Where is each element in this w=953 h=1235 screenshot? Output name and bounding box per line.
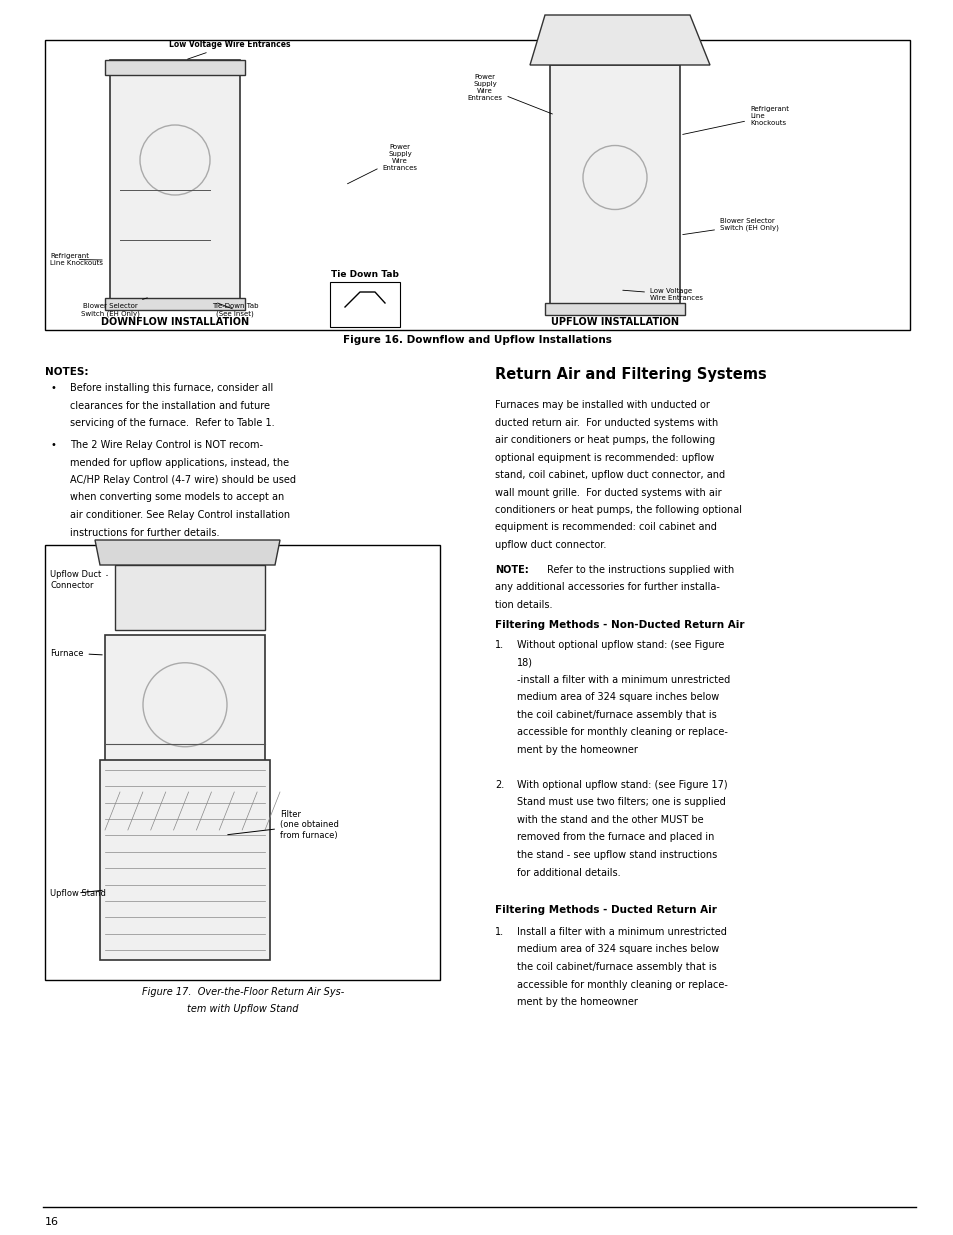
Text: Blower Selector
Switch (EH Only): Blower Selector Switch (EH Only) bbox=[80, 298, 147, 316]
Text: Refrigerant
Line Knockouts: Refrigerant Line Knockouts bbox=[50, 253, 103, 266]
Text: 2.: 2. bbox=[495, 781, 504, 790]
Text: Before installing this furnace, consider all: Before installing this furnace, consider… bbox=[70, 383, 273, 393]
Text: ment by the homeowner: ment by the homeowner bbox=[517, 745, 638, 755]
Text: 16: 16 bbox=[45, 1216, 59, 1228]
Text: Figure 17.  Over-the-Floor Return Air Sys-: Figure 17. Over-the-Floor Return Air Sys… bbox=[142, 987, 344, 997]
Text: Filtering Methods - Non-Ducted Return Air: Filtering Methods - Non-Ducted Return Ai… bbox=[495, 620, 743, 630]
Bar bbox=[105, 792, 265, 830]
Bar bbox=[45, 40, 909, 330]
Text: air conditioner. See Relay Control installation: air conditioner. See Relay Control insta… bbox=[70, 510, 290, 520]
Bar bbox=[105, 298, 245, 310]
Text: Stand must use two filters; one is supplied: Stand must use two filters; one is suppl… bbox=[517, 798, 725, 808]
Text: Blower Selector
Switch (EH Only): Blower Selector Switch (EH Only) bbox=[682, 219, 778, 235]
Text: the coil cabinet/furnace assembly that is: the coil cabinet/furnace assembly that i… bbox=[517, 710, 716, 720]
Text: equipment is recommended: coil cabinet and: equipment is recommended: coil cabinet a… bbox=[495, 522, 716, 532]
Text: DOWNFLOW INSTALLATION: DOWNFLOW INSTALLATION bbox=[101, 317, 249, 327]
Text: NOTES:: NOTES: bbox=[45, 367, 89, 377]
Text: instructions for further details.: instructions for further details. bbox=[70, 527, 219, 537]
Text: ducted return air.  For unducted systems with: ducted return air. For unducted systems … bbox=[495, 417, 718, 427]
Text: accessible for monthly cleaning or replace-: accessible for monthly cleaning or repla… bbox=[517, 979, 727, 989]
Text: for additional details.: for additional details. bbox=[517, 867, 620, 878]
Polygon shape bbox=[95, 540, 280, 564]
Text: 1.: 1. bbox=[495, 927, 503, 937]
Text: Low Voltage Wire Entrances: Low Voltage Wire Entrances bbox=[169, 40, 291, 59]
Text: Upflow Duct
Connector: Upflow Duct Connector bbox=[50, 571, 107, 589]
Text: Upflow Stand: Upflow Stand bbox=[50, 888, 106, 898]
Text: the stand - see upflow stand instructions: the stand - see upflow stand instruction… bbox=[517, 850, 717, 860]
Text: servicing of the furnace.  Refer to Table 1.: servicing of the furnace. Refer to Table… bbox=[70, 417, 274, 429]
Text: UPFLOW INSTALLATION: UPFLOW INSTALLATION bbox=[551, 317, 679, 327]
Text: Filtering Methods - Ducted Return Air: Filtering Methods - Ducted Return Air bbox=[495, 905, 716, 915]
Polygon shape bbox=[530, 15, 709, 65]
Text: Furnace: Furnace bbox=[50, 648, 102, 657]
Bar bbox=[550, 65, 679, 315]
Text: tion details.: tion details. bbox=[495, 600, 552, 610]
Text: ment by the homeowner: ment by the homeowner bbox=[517, 997, 638, 1007]
Text: any additional accessories for further installa-: any additional accessories for further i… bbox=[495, 583, 720, 593]
Text: -install a filter with a minimum unrestricted: -install a filter with a minimum unrestr… bbox=[517, 676, 729, 685]
Text: air conditioners or heat pumps, the following: air conditioners or heat pumps, the foll… bbox=[495, 435, 715, 445]
Text: conditioners or heat pumps, the following optional: conditioners or heat pumps, the followin… bbox=[495, 505, 741, 515]
Text: optional equipment is recommended: upflow: optional equipment is recommended: upflo… bbox=[495, 452, 714, 462]
Text: •: • bbox=[50, 440, 56, 450]
Text: Return Air and Filtering Systems: Return Air and Filtering Systems bbox=[495, 367, 766, 382]
Bar bbox=[544, 303, 684, 315]
Text: Power
Supply
Wire
Entrances: Power Supply Wire Entrances bbox=[347, 144, 417, 184]
Text: 1.: 1. bbox=[495, 640, 503, 650]
Bar bbox=[100, 760, 270, 960]
Text: stand, coil cabinet, upflow duct connector, and: stand, coil cabinet, upflow duct connect… bbox=[495, 471, 724, 480]
Text: mended for upflow applications, instead, the: mended for upflow applications, instead,… bbox=[70, 457, 289, 468]
Bar bbox=[330, 282, 399, 327]
Text: 18): 18) bbox=[517, 657, 533, 667]
Bar bbox=[105, 61, 245, 75]
Text: upflow duct connector.: upflow duct connector. bbox=[495, 540, 606, 550]
Text: AC/HP Relay Control (4-7 wire) should be used: AC/HP Relay Control (4-7 wire) should be… bbox=[70, 475, 295, 485]
Text: Without optional upflow stand: (see Figure: Without optional upflow stand: (see Figu… bbox=[517, 640, 723, 650]
Text: tem with Upflow Stand: tem with Upflow Stand bbox=[187, 1004, 298, 1014]
Text: medium area of 324 square inches below: medium area of 324 square inches below bbox=[517, 945, 719, 955]
Text: NOTE:: NOTE: bbox=[495, 564, 528, 576]
Text: Refrigerant
Line
Knockouts: Refrigerant Line Knockouts bbox=[682, 106, 788, 135]
Text: when converting some models to accept an: when converting some models to accept an bbox=[70, 493, 284, 503]
Text: The 2 Wire Relay Control is NOT recom-: The 2 Wire Relay Control is NOT recom- bbox=[70, 440, 263, 450]
Text: Low Voltage
Wire Entrances: Low Voltage Wire Entrances bbox=[622, 288, 702, 301]
Text: Filter
(one obtained
from furnace): Filter (one obtained from furnace) bbox=[228, 810, 338, 840]
Text: medium area of 324 square inches below: medium area of 324 square inches below bbox=[517, 693, 719, 703]
Bar bbox=[110, 61, 240, 310]
Text: Power
Supply
Wire
Entrances: Power Supply Wire Entrances bbox=[467, 74, 552, 114]
Text: clearances for the installation and future: clearances for the installation and futu… bbox=[70, 400, 270, 410]
Text: •: • bbox=[50, 383, 56, 393]
Text: Tie-Down Tab
(See Inset): Tie-Down Tab (See Inset) bbox=[212, 303, 258, 316]
Text: Refer to the instructions supplied with: Refer to the instructions supplied with bbox=[546, 564, 734, 576]
Bar bbox=[115, 564, 265, 630]
Bar bbox=[45, 545, 439, 981]
Text: Tie Down Tab: Tie Down Tab bbox=[331, 270, 398, 279]
Text: accessible for monthly cleaning or replace-: accessible for monthly cleaning or repla… bbox=[517, 727, 727, 737]
Text: removed from the furnace and placed in: removed from the furnace and placed in bbox=[517, 832, 714, 842]
Text: With optional upflow stand: (see Figure 17): With optional upflow stand: (see Figure … bbox=[517, 781, 727, 790]
Text: wall mount grille.  For ducted systems with air: wall mount grille. For ducted systems wi… bbox=[495, 488, 720, 498]
Text: Figure 16. Downflow and Upflow Installations: Figure 16. Downflow and Upflow Installat… bbox=[342, 335, 611, 345]
Text: Install a filter with a minimum unrestricted: Install a filter with a minimum unrestri… bbox=[517, 927, 726, 937]
Text: with the stand and the other MUST be: with the stand and the other MUST be bbox=[517, 815, 703, 825]
Text: Furnaces may be installed with unducted or: Furnaces may be installed with unducted … bbox=[495, 400, 709, 410]
Text: the coil cabinet/furnace assembly that is: the coil cabinet/furnace assembly that i… bbox=[517, 962, 716, 972]
Bar bbox=[105, 635, 265, 790]
